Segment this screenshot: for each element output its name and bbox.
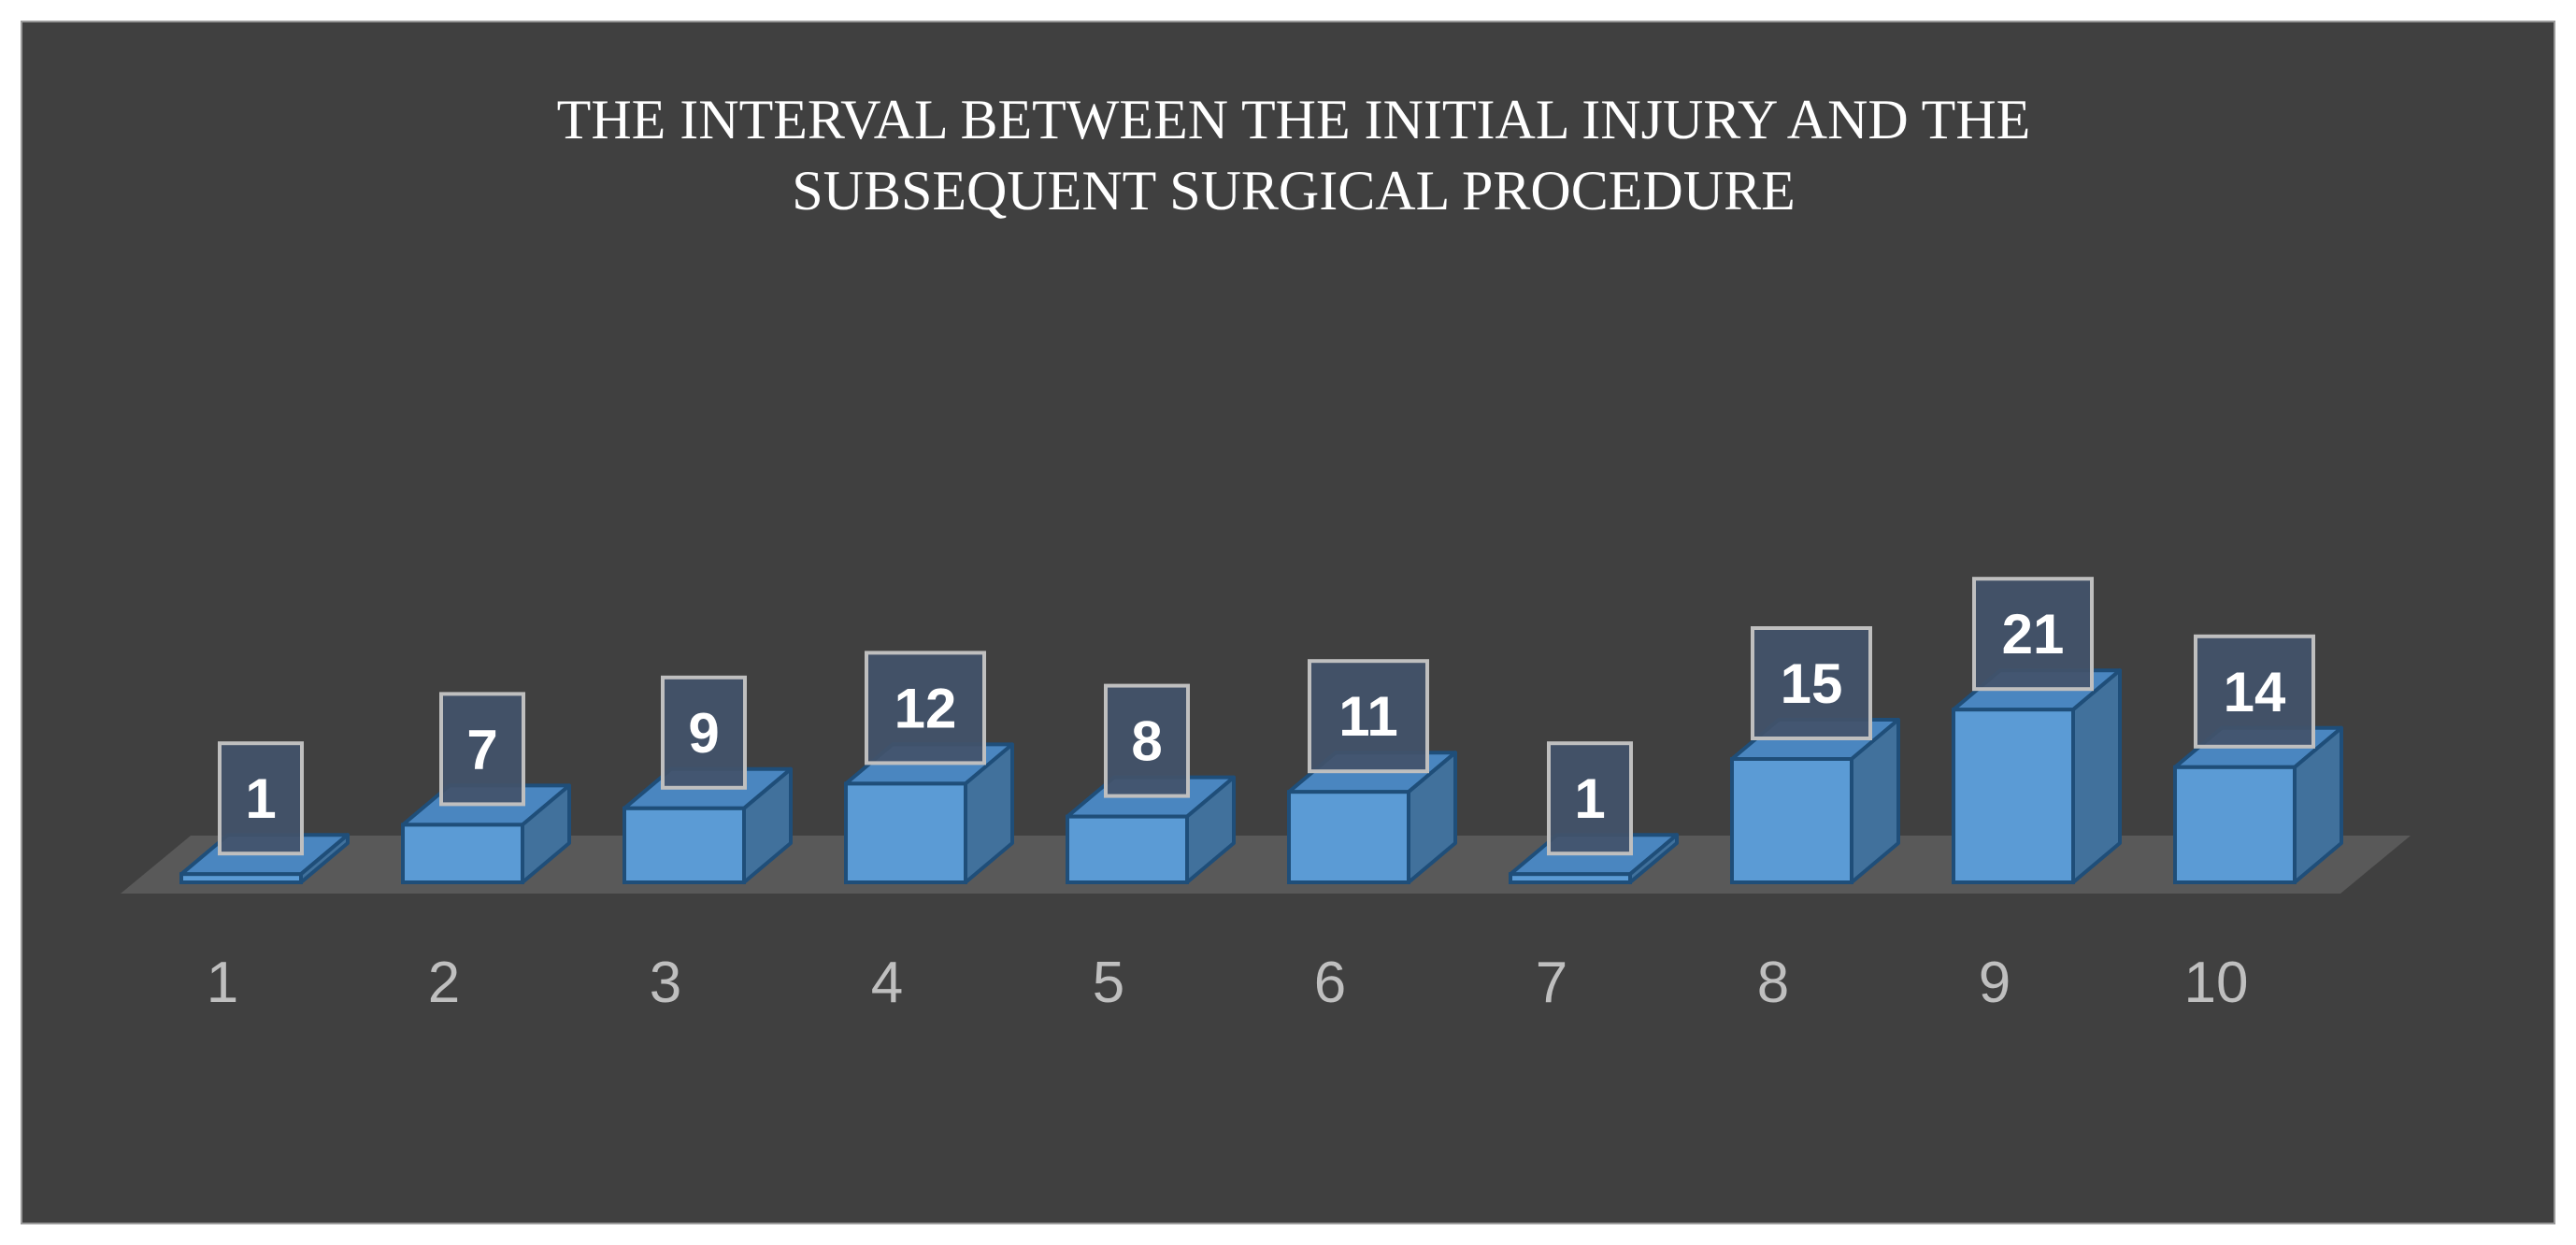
data-label-box <box>1751 626 1872 740</box>
data-label-5: 8 <box>1104 683 1190 798</box>
data-label-value: 14 <box>2224 661 2286 723</box>
data-label-value: 9 <box>688 702 719 765</box>
x-tick-label: 4 <box>871 951 903 1015</box>
x-tick-label: 3 <box>650 951 681 1015</box>
bar-front-face <box>1509 872 1632 885</box>
chart-title-line-2: SUBSEQUENT SURGICAL PROCEDURE <box>792 160 1795 222</box>
data-label-1: 1 <box>218 741 304 856</box>
bar-front-face <box>1952 708 2075 885</box>
chart-title-line-1: THE INTERVAL BETWEEN THE INITIAL INJURY … <box>557 89 2031 150</box>
data-label-10: 14 <box>2194 634 2315 749</box>
x-tick-label: 2 <box>428 951 460 1015</box>
data-label-box <box>439 692 525 807</box>
bar-8 <box>1730 718 1900 884</box>
data-label-value: 15 <box>1781 652 1843 715</box>
bar-5 <box>1066 775 1236 884</box>
data-label-4: 12 <box>865 651 986 766</box>
x-tick-label: 7 <box>1536 951 1567 1015</box>
bar-front-face <box>401 823 524 885</box>
data-label-box <box>1104 683 1190 798</box>
chart-svg: THE INTERVAL BETWEEN THE INITIAL INJURY … <box>121 89 2411 1015</box>
x-tick-label: 8 <box>1757 951 1789 1015</box>
bar-front-face <box>623 806 746 884</box>
data-label-box <box>1308 659 1429 774</box>
x-tick-label: 9 <box>1979 951 2011 1015</box>
data-label-value: 21 <box>2002 603 2065 665</box>
data-label-box <box>661 675 747 790</box>
data-label-value: 1 <box>245 767 276 830</box>
bar-front-face <box>844 781 967 885</box>
data-label-7: 1 <box>1547 741 1633 856</box>
x-tick-label: 5 <box>1093 951 1124 1015</box>
bar-front-face <box>1730 757 1853 884</box>
data-label-8: 15 <box>1751 626 1872 740</box>
bar-10 <box>2173 725 2343 884</box>
data-label-box <box>1547 741 1633 856</box>
bar-front-face <box>1066 814 1189 884</box>
bar-9 <box>1952 668 2122 885</box>
bar-4 <box>844 742 1014 885</box>
data-label-box <box>1972 577 2094 692</box>
data-label-6: 11 <box>1308 659 1429 774</box>
x-axis: 1 2 3 4 5 6 7 8 9 10 <box>207 951 2249 1015</box>
x-tick-label: 1 <box>207 951 238 1015</box>
bar-side-face <box>2071 668 2122 884</box>
data-label-2: 7 <box>439 692 525 807</box>
x-tick-label: 10 <box>2184 951 2249 1015</box>
data-label-value: 1 <box>1574 767 1605 830</box>
data-label-value: 7 <box>466 718 497 780</box>
data-label-9: 21 <box>1972 577 2094 692</box>
bar-front-face <box>1287 790 1410 885</box>
chart-area: THE INTERVAL BETWEEN THE INITIAL INJURY … <box>21 21 2555 1224</box>
bar-front-face <box>2173 765 2297 884</box>
data-label-3: 9 <box>661 675 747 790</box>
bar-front-face <box>179 872 303 885</box>
data-label-value: 12 <box>894 677 957 739</box>
data-label-box <box>2194 634 2315 749</box>
data-label-box <box>865 651 986 766</box>
data-label-value: 11 <box>1338 685 1397 748</box>
bar-series <box>179 668 2343 885</box>
data-label-box <box>218 741 304 856</box>
x-tick-label: 6 <box>1314 951 1346 1015</box>
data-label-value: 8 <box>1131 710 1162 773</box>
